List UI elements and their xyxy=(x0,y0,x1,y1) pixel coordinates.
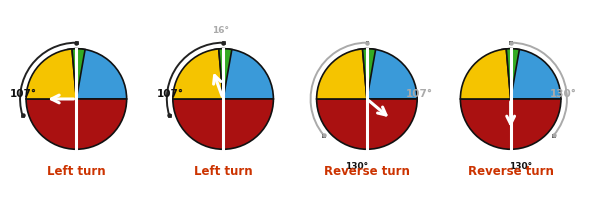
Wedge shape xyxy=(358,49,417,99)
Text: 107°: 107° xyxy=(406,89,433,99)
Bar xyxy=(322,134,325,137)
Wedge shape xyxy=(461,49,510,99)
Text: 107°: 107° xyxy=(157,89,184,99)
Bar xyxy=(552,134,555,137)
Wedge shape xyxy=(26,99,126,149)
Bar xyxy=(75,41,78,44)
Bar xyxy=(365,41,368,44)
Text: 16°: 16° xyxy=(212,26,229,35)
Wedge shape xyxy=(502,49,561,99)
Text: Left turn: Left turn xyxy=(194,165,252,178)
Text: Reverse turn: Reverse turn xyxy=(468,165,553,178)
Text: Reverse turn: Reverse turn xyxy=(324,165,410,178)
Wedge shape xyxy=(506,49,519,99)
Text: 130°: 130° xyxy=(509,162,533,171)
Bar xyxy=(168,114,171,117)
Text: 107°: 107° xyxy=(10,89,37,99)
Wedge shape xyxy=(173,99,273,149)
Wedge shape xyxy=(219,49,232,99)
Bar xyxy=(21,114,24,117)
Wedge shape xyxy=(173,49,223,99)
Wedge shape xyxy=(362,49,376,99)
Bar xyxy=(509,41,512,44)
Wedge shape xyxy=(214,49,273,99)
Wedge shape xyxy=(26,49,76,99)
Bar xyxy=(222,41,225,44)
Text: 130°: 130° xyxy=(345,162,368,171)
Text: Left turn: Left turn xyxy=(47,165,105,178)
Wedge shape xyxy=(72,49,85,99)
Wedge shape xyxy=(317,99,417,149)
Wedge shape xyxy=(68,49,126,99)
Text: 130°: 130° xyxy=(550,89,577,99)
Wedge shape xyxy=(317,49,367,99)
Wedge shape xyxy=(461,99,561,149)
